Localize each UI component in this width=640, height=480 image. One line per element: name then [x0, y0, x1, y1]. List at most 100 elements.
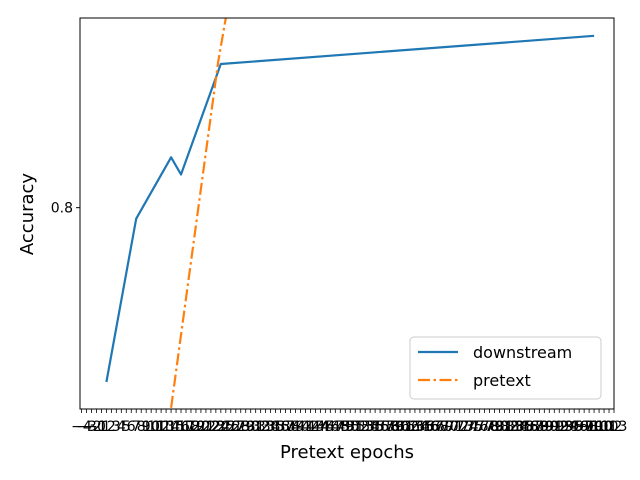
x-tick-label: 72 [451, 419, 469, 435]
x-axis-label: Pretext epochs [280, 442, 414, 463]
x-tick-label: 6 [127, 419, 136, 435]
x-axis-ticks: −4−3−2−101234567891011121314151617181920… [71, 409, 627, 435]
x-tick-label: 78 [481, 419, 499, 435]
x-tick-label: 64 [411, 419, 429, 435]
x-tick-label: 42 [302, 419, 320, 435]
x-tick-label: 84 [511, 419, 529, 435]
x-tick-label: 12 [152, 419, 170, 435]
x-tick-label: 55 [366, 419, 384, 435]
x-tick-label: 93 [555, 419, 573, 435]
x-tick-label: 19 [187, 419, 205, 435]
x-tick-label: 77 [476, 419, 494, 435]
plot-frame [79, 17, 615, 410]
x-tick-label: 53 [356, 419, 374, 435]
x-tick-label: 52 [351, 419, 369, 435]
x-tick-label: 11 [147, 419, 165, 435]
x-tick-label: −4 [71, 419, 92, 435]
y-axis-label: Accuracy [17, 173, 38, 256]
x-tick-label: 24 [212, 419, 230, 435]
x-tick-label: 10 [142, 419, 160, 435]
x-tick-label: 21 [197, 419, 215, 435]
x-tick-label: 65 [416, 419, 434, 435]
x-tick-label: 89 [535, 419, 553, 435]
x-tick-label: 8 [137, 419, 146, 435]
x-tick-label: 87 [525, 419, 543, 435]
x-tick-label: 85 [516, 419, 534, 435]
x-tick-label: 86 [520, 419, 538, 435]
x-tick-label: 33 [257, 419, 275, 435]
x-tick-label: 91 [545, 419, 563, 435]
x-tick-label: 22 [202, 419, 220, 435]
x-tick-label: 13 [157, 419, 175, 435]
x-tick-label: 2 [107, 419, 116, 435]
x-tick-label: 75 [466, 419, 484, 435]
x-tick-label: 54 [361, 419, 379, 435]
x-tick-label: 90 [540, 419, 558, 435]
x-tick-label: 44 [311, 419, 329, 435]
x-tick-label: 66 [421, 419, 439, 435]
x-tick-label: 25 [217, 419, 235, 435]
x-tick-label: 17 [177, 419, 195, 435]
x-tick-label: 70 [441, 419, 459, 435]
x-tick-label: 71 [446, 419, 464, 435]
x-tick-label: 62 [401, 419, 419, 435]
x-tick-label: 56 [371, 419, 389, 435]
x-tick-label: 39 [287, 419, 305, 435]
x-tick-label: 34 [262, 419, 280, 435]
x-tick-label: 100 [586, 419, 613, 435]
x-tick-label: 102 [596, 419, 623, 435]
x-tick-label: 29 [237, 419, 255, 435]
x-tick-label: −2 [81, 419, 102, 435]
series-line-pretext [170, 18, 227, 408]
x-tick-label: −1 [86, 419, 107, 435]
x-tick-label: 27 [227, 419, 245, 435]
x-tick-label: 95 [565, 419, 583, 435]
x-tick-label: 47 [326, 419, 344, 435]
x-tick-label: 4 [117, 419, 126, 435]
x-tick-label: 16 [172, 419, 190, 435]
x-tick-label: −3 [76, 419, 97, 435]
x-tick-label: 79 [486, 419, 504, 435]
x-tick-label: 23 [207, 419, 225, 435]
x-tick-label: 88 [530, 419, 548, 435]
y-tick-label: 0.8 [51, 201, 73, 217]
x-tick-label: 73 [456, 419, 474, 435]
legend: downstream pretext [409, 336, 602, 400]
x-tick-label: 35 [267, 419, 285, 435]
x-tick-label: 38 [282, 419, 300, 435]
x-tick-label: 83 [506, 419, 524, 435]
x-tick-label: 76 [471, 419, 489, 435]
x-tick-label: 5 [122, 419, 131, 435]
x-tick-label: 57 [376, 419, 394, 435]
x-tick-label: 97 [575, 419, 593, 435]
x-tick-label: 9 [142, 419, 151, 435]
x-tick-label: 99 [585, 419, 603, 435]
x-tick-label: 92 [550, 419, 568, 435]
x-tick-label: 46 [321, 419, 339, 435]
x-tick-label: 37 [277, 419, 295, 435]
x-tick-label: 41 [297, 419, 315, 435]
x-tick-label: 60 [391, 419, 409, 435]
x-tick-label: 0 [97, 419, 106, 435]
x-tick-label: 81 [496, 419, 514, 435]
y-axis-ticks: 0.8 [51, 201, 80, 217]
x-tick-label: 15 [167, 419, 185, 435]
x-tick-label: 103 [601, 419, 628, 435]
x-tick-label: 49 [336, 419, 354, 435]
legend-label-downstream: downstream [473, 343, 572, 362]
x-tick-label: 63 [406, 419, 424, 435]
x-tick-label: 61 [396, 419, 414, 435]
x-tick-label: 67 [426, 419, 444, 435]
x-tick-label: 28 [232, 419, 250, 435]
x-tick-label: 14 [162, 419, 180, 435]
x-tick-label: 50 [341, 419, 359, 435]
legend-label-pretext: pretext [473, 371, 531, 390]
x-tick-label: 3 [112, 419, 121, 435]
x-tick-label: 101 [591, 419, 618, 435]
x-tick-label: 80 [491, 419, 509, 435]
x-tick-label: 58 [381, 419, 399, 435]
series-layer [105, 18, 595, 408]
x-tick-label: 20 [192, 419, 210, 435]
x-tick-label: 59 [386, 419, 404, 435]
x-tick-label: 48 [331, 419, 349, 435]
